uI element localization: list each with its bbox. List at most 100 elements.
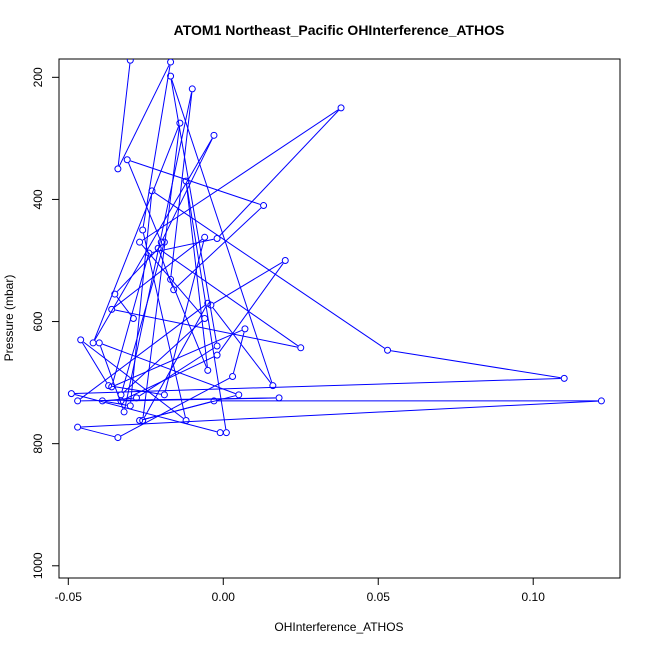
- series-line-segment: [114, 239, 203, 308]
- series-line-segment: [158, 251, 173, 287]
- x-tick-label: 0.05: [367, 590, 391, 604]
- x-tick-label: 0.10: [522, 590, 546, 604]
- data-point: [114, 165, 122, 173]
- data-point: [129, 315, 137, 322]
- data-point: [204, 366, 212, 374]
- series-line-segment: [123, 356, 215, 400]
- series-line-segment: [80, 427, 115, 438]
- series-line-segment: [390, 350, 561, 379]
- data-point: [222, 429, 230, 437]
- data-point: [77, 336, 85, 344]
- data-point: [67, 390, 75, 398]
- series-line-segment: [143, 306, 207, 418]
- series-line-segment: [130, 194, 153, 403]
- y-tick-label: 200: [31, 67, 45, 87]
- plot-area: [67, 59, 605, 442]
- series-line-segment: [114, 329, 242, 386]
- series-line-segment: [142, 233, 186, 418]
- series-line-segment: [219, 110, 340, 237]
- series-line-segment: [185, 184, 208, 367]
- data-point: [337, 104, 345, 112]
- data-point: [229, 373, 237, 381]
- data-point: [74, 423, 82, 431]
- data-point: [114, 434, 122, 442]
- series-line-segment: [171, 282, 207, 368]
- data-point: [139, 226, 147, 234]
- x-tick-label: -0.05: [55, 590, 83, 604]
- data-point: [170, 286, 178, 294]
- series-line-segment: [81, 400, 598, 428]
- data-point: [160, 391, 168, 399]
- data-point: [167, 59, 175, 66]
- data-point: [95, 339, 103, 347]
- series-line-segment: [171, 79, 273, 383]
- data-point: [182, 177, 190, 185]
- data-point: [132, 394, 140, 402]
- data-point: [216, 429, 224, 437]
- data-point: [269, 382, 277, 390]
- y-axis: 200 400 600 800 1000: [31, 67, 60, 579]
- data-point: [213, 235, 221, 243]
- x-axis-label: OHInterference_ATHOS: [274, 620, 403, 634]
- y-tick-label: 1000: [31, 552, 45, 579]
- data-layer: [67, 59, 605, 442]
- data-point: [74, 397, 82, 405]
- series-line-segment: [124, 92, 193, 409]
- data-point: [167, 275, 175, 283]
- series-line-segment: [116, 296, 132, 317]
- series-line-segment: [83, 341, 184, 419]
- series-line-segment: [94, 138, 213, 341]
- data-point: [126, 59, 134, 64]
- data-point: [98, 397, 106, 405]
- data-point: [560, 374, 568, 382]
- series-line-segment: [128, 162, 161, 240]
- series-line-segment: [232, 332, 245, 374]
- data-point: [120, 408, 128, 416]
- series-line-segment: [142, 109, 339, 241]
- data-point: [201, 315, 209, 322]
- data-point: [260, 202, 268, 210]
- data-point: [111, 290, 119, 298]
- data-point: [148, 187, 156, 195]
- series-line-segment: [175, 207, 262, 288]
- series-line-segment: [170, 79, 217, 343]
- series-line-segment: [141, 244, 203, 317]
- data-point: [210, 397, 218, 405]
- data-point: [241, 325, 249, 333]
- series-line-segment: [74, 377, 561, 394]
- series-line-segment: [117, 63, 131, 166]
- series-line-segment: [105, 401, 127, 406]
- series-line-segment: [142, 65, 171, 227]
- data-point: [157, 238, 165, 246]
- data-point: [213, 342, 221, 350]
- series-line-segment: [160, 249, 299, 347]
- data-point: [145, 249, 153, 257]
- data-point: [139, 416, 147, 424]
- series-line-segment: [124, 397, 276, 402]
- series-line-segment: [170, 92, 193, 277]
- y-tick-label: 800: [31, 433, 45, 453]
- data-point: [123, 156, 131, 164]
- data-point: [154, 244, 162, 252]
- series-line-segment: [111, 385, 162, 395]
- series-line-segment: [218, 263, 284, 353]
- series-line-segment: [74, 394, 217, 433]
- x-axis: -0.05 0.00 0.05 0.10: [55, 577, 546, 604]
- data-point: [117, 391, 125, 399]
- data-point: [207, 301, 215, 309]
- data-point: [108, 383, 116, 391]
- x-tick-label: 0.00: [212, 590, 236, 604]
- series-line-segment: [154, 192, 385, 349]
- y-axis-label: Pressure (mbar): [2, 275, 16, 362]
- series-line-segment: [130, 160, 261, 205]
- series-line-segment: [186, 184, 227, 430]
- series-line-segment: [93, 126, 180, 340]
- series-line-segment: [123, 320, 203, 393]
- data-point: [136, 238, 144, 246]
- data-point: [201, 233, 209, 241]
- data-point: [182, 416, 190, 424]
- series-line-segment: [115, 309, 298, 348]
- series-line-segment: [142, 401, 211, 421]
